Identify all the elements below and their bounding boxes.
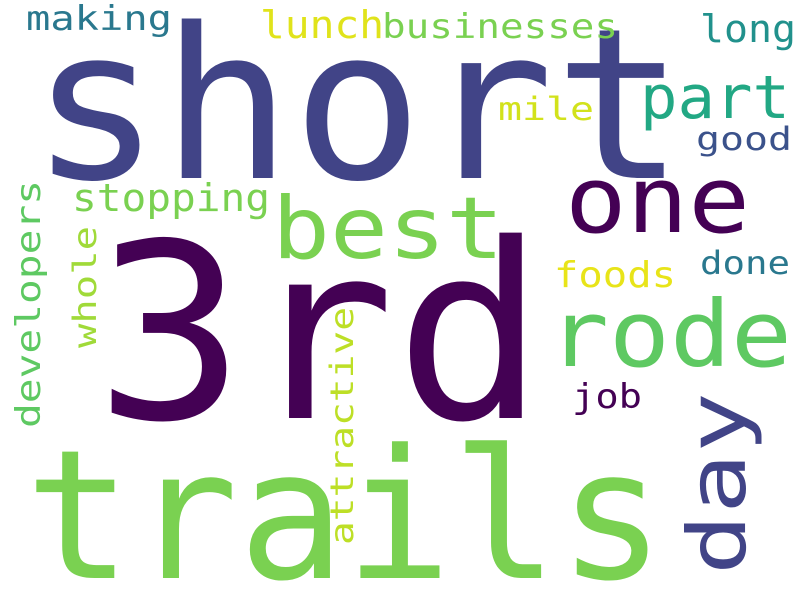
word-developers: developers bbox=[9, 180, 49, 428]
word-part: part bbox=[640, 63, 790, 133]
word-short: short bbox=[30, 0, 685, 228]
word-foods: foods bbox=[554, 255, 676, 296]
word-done: done bbox=[700, 244, 790, 282]
word-rode: rode bbox=[548, 281, 792, 388]
word-making: making bbox=[26, 0, 172, 39]
word-day: day bbox=[671, 392, 764, 575]
word-good: good bbox=[696, 120, 792, 158]
word-trails: trails bbox=[25, 412, 665, 600]
word-attractive: attractive bbox=[323, 307, 361, 545]
word-whole: whole bbox=[66, 226, 104, 348]
word-lunch: lunch bbox=[260, 3, 384, 47]
word-best: best bbox=[272, 179, 504, 279]
word-job: job bbox=[572, 377, 642, 417]
word-long: long bbox=[700, 7, 796, 51]
word-3rd: 3rd bbox=[95, 192, 545, 476]
word-businesses: businesses bbox=[382, 7, 618, 47]
word-mile: mile bbox=[498, 90, 594, 128]
word-stopping: stopping bbox=[72, 176, 270, 220]
word-one: one bbox=[565, 147, 750, 254]
